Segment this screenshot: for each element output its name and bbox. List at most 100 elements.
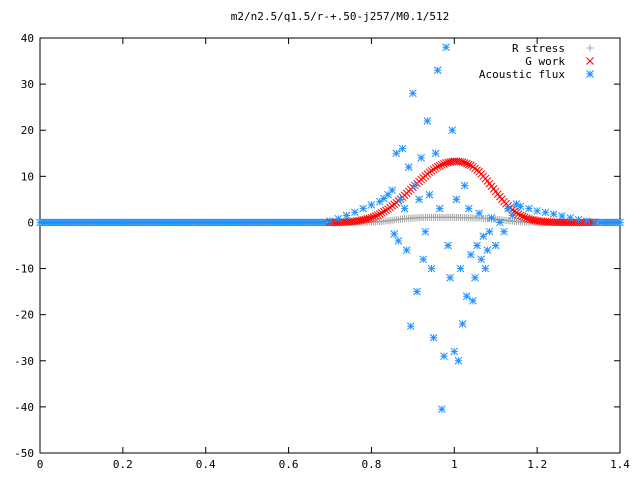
y-tick-label: -20	[14, 309, 34, 322]
acoustic-flux-point	[574, 215, 583, 224]
legend-marker-acoustic-flux	[586, 70, 594, 78]
x-tick-label: 0.2	[113, 458, 133, 471]
g-work-point	[435, 161, 444, 170]
g-work-point	[371, 212, 380, 220]
y-tick-label: 10	[21, 170, 34, 183]
acoustic-flux-point	[326, 217, 334, 225]
x-tick-label: 1	[451, 458, 458, 471]
g-work-point	[522, 214, 531, 222]
acoustic-flux-point	[406, 322, 415, 331]
y-tick-label: -30	[14, 355, 34, 368]
g-work-point	[373, 211, 382, 219]
acoustic-flux-point	[475, 209, 483, 218]
y-tick-label: -40	[14, 401, 34, 414]
acoustic-flux-point	[541, 208, 550, 217]
acoustic-flux-point	[396, 195, 405, 204]
acoustic-flux-point	[481, 264, 490, 273]
acoustic-flux-point	[415, 195, 423, 204]
acoustic-flux-point	[342, 211, 351, 220]
g-work-point	[464, 160, 473, 169]
acoustic-flux-point	[454, 356, 463, 365]
chart-title: m2/n2.5/q1.5/r-+.50-j257/M0.1/512	[231, 10, 450, 23]
acoustic-flux-point	[435, 204, 444, 213]
series-layer	[36, 43, 624, 414]
acoustic-flux-point	[411, 181, 419, 190]
x-tick-label: 1.2	[527, 458, 547, 471]
acoustic-flux-point	[467, 250, 475, 259]
y-tick-label: -50	[14, 447, 34, 460]
g-work-point	[460, 158, 469, 167]
acoustic-flux-point	[375, 197, 384, 206]
acoustic-flux-point	[558, 212, 566, 220]
acoustic-flux-point	[616, 218, 624, 227]
acoustic-flux-point	[591, 218, 599, 226]
acoustic-flux-point	[419, 255, 428, 264]
acoustic-flux-point	[487, 213, 496, 222]
acoustic-flux-point	[402, 246, 411, 254]
acoustic-flux-point	[423, 117, 432, 125]
g-work-point	[367, 213, 376, 222]
acoustic-flux-point	[479, 232, 488, 241]
y-tick-label: 30	[21, 78, 34, 91]
g-work-point	[380, 207, 388, 216]
acoustic-flux-point	[483, 246, 492, 254]
g-work-point	[520, 213, 529, 222]
y-tick-label: -10	[14, 263, 34, 276]
acoustic-flux-point	[452, 195, 461, 204]
acoustic-flux-point	[427, 264, 436, 273]
acoustic-flux-point	[458, 320, 467, 328]
acoustic-flux-point	[367, 201, 376, 209]
acoustic-flux-point	[491, 241, 500, 250]
acoustic-flux-point	[485, 227, 494, 236]
acoustic-flux-point	[429, 333, 438, 342]
acoustic-flux-point	[388, 186, 396, 195]
g-work-point	[377, 209, 386, 217]
x-tick-label: 0.6	[279, 458, 299, 471]
y-tick-label: 20	[21, 124, 34, 137]
acoustic-flux-point	[462, 292, 471, 301]
acoustic-flux-point	[392, 149, 401, 158]
acoustic-flux-point	[425, 190, 434, 199]
acoustic-flux-point	[442, 43, 450, 52]
series-g-work	[326, 157, 599, 227]
y-tick-label: 40	[21, 32, 34, 45]
acoustic-flux-point	[433, 66, 442, 75]
acoustic-flux-point	[525, 204, 533, 213]
g-work-point	[375, 210, 384, 218]
acoustic-flux-point	[444, 241, 452, 250]
legend-label-r-stress: R stress	[512, 42, 565, 55]
x-tick-label: 0	[37, 458, 44, 471]
acoustic-flux-point	[438, 405, 446, 414]
acoustic-flux-point	[409, 89, 417, 98]
acoustic-flux-point	[471, 273, 479, 282]
acoustic-flux-point	[469, 296, 477, 305]
acoustic-flux-point	[500, 227, 508, 236]
g-work-point	[518, 212, 527, 221]
plot-frame	[39, 37, 621, 454]
acoustic-flux-point	[460, 181, 469, 190]
series-acoustic-flux	[326, 43, 599, 414]
acoustic-flux-point	[404, 163, 413, 171]
acoustic-flux-point	[566, 213, 575, 222]
acoustic-flux-point	[440, 352, 448, 361]
acoustic-flux-point	[400, 204, 409, 213]
acoustic-flux-point	[413, 287, 421, 296]
acoustic-flux-point	[431, 149, 440, 158]
g-work-point	[365, 214, 374, 223]
axes: 0 0.2 0.4 0.6 0.8 1 1.2 1.4 -50 -40 -30 -20 -10 0 10 20…	[14, 32, 630, 471]
acoustic-flux-point	[583, 217, 591, 225]
g-work-point	[382, 206, 390, 215]
acoustic-flux-point	[398, 144, 407, 153]
x-tick-label: 0.8	[361, 458, 381, 471]
acoustic-flux-point	[351, 208, 359, 217]
legend-label-g-work: G work	[525, 55, 565, 68]
x-tick-label: 1.4	[610, 458, 630, 471]
acoustic-flux-point	[446, 273, 454, 282]
acoustic-flux-point	[533, 207, 541, 215]
acoustic-flux-point	[516, 202, 525, 211]
acoustic-flux-point	[464, 204, 473, 213]
g-work-point	[433, 162, 442, 171]
x-tick-label: 0.4	[196, 458, 216, 471]
g-work-point	[462, 159, 471, 168]
